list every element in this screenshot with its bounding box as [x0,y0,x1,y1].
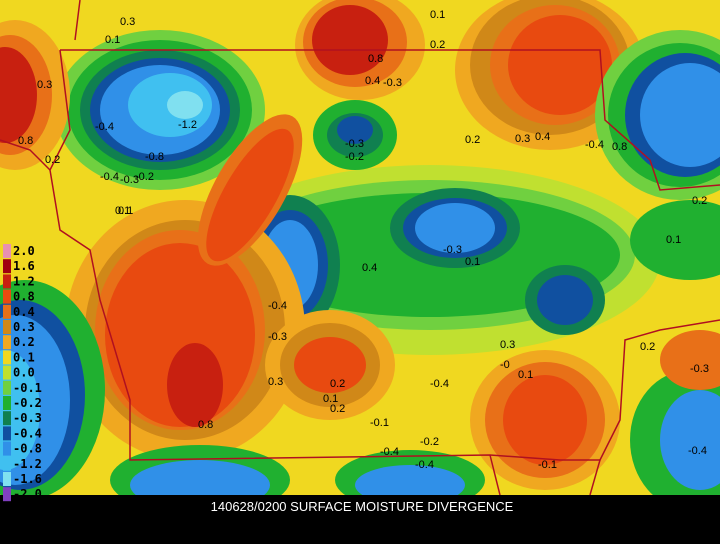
legend-label: -0.3 [13,411,42,425]
contour-label: -0.4 [380,446,399,458]
contour-label: 0.1 [430,9,445,21]
contour-field [0,0,720,495]
caption: 140628/0200 SURFACE MOISTURE DIVERGENCE [211,499,514,514]
legend-label: 1.6 [13,259,35,273]
contour-label: 0.3 [120,16,135,28]
contour-label: 0.2 [430,39,445,51]
contour-label: 0.8 [612,141,627,153]
contour-label: -0.1 [370,417,389,429]
legend-label: 0.1 [13,350,35,364]
legend-label: -0.4 [13,426,42,440]
state-boundaries [0,0,720,495]
legend-label: -1.2 [13,457,42,471]
contour-label: 0.1 [118,205,133,217]
contour-label: 0.2 [330,378,345,390]
contour-label: -0.4 [415,459,434,471]
contour-label: -0.4 [688,445,707,457]
contour-label: -0.3 [690,363,709,375]
legend-swatch [3,259,11,274]
legend-swatch [3,274,11,289]
contour-label: 0.2 [45,154,60,166]
legend: 2.01.61.20.80.40.30.20.10.0-0.1-0.2-0.3-… [3,244,42,502]
legend-label: 0.0 [13,366,35,380]
legend-label: 0.8 [13,290,35,304]
legend-swatch [3,365,11,380]
legend-swatch [3,472,11,486]
contour-label: 0.3 [515,133,530,145]
contour-label: 0.1 [105,34,120,46]
contour-label: 0.3 [500,339,515,351]
contour-label: -0.4 [268,300,287,312]
legend-label: 0.2 [13,335,35,349]
legend-label: -2.0 [13,487,42,501]
contour-label: -0 [500,359,510,371]
legend-swatch [3,426,11,441]
contour-label: -0.4 [585,139,604,151]
contour-label: -0.2 [420,436,439,448]
legend-swatch [3,456,11,471]
contour-label: -0.2 [345,151,364,163]
legend-label: -0.8 [13,442,42,456]
legend-label: 1.2 [13,274,35,288]
contour-label: -0.2 [135,171,154,183]
contour-label: 0.8 [18,135,33,147]
contour-label: 0.1 [465,256,480,268]
legend-label: 0.4 [13,305,35,319]
legend-swatch [3,487,11,502]
contour-label: -0.3 [443,244,462,256]
contour-label: 0.2 [465,134,480,146]
contour-label: 0.1 [323,393,338,405]
contour-label: 0.2 [330,403,345,415]
legend-swatch [3,335,11,350]
legend-swatch [3,350,11,365]
contour-label: -0.4 [100,171,119,183]
legend-label: -1.6 [13,472,42,486]
contour-labels: 0.30.10.10.10.2-0.40.30.80.2-1.2-0.80.80… [18,9,709,471]
contour-label: -0.4 [430,378,449,390]
contour-label: -0.3 [120,174,139,186]
contour-label: 0.1 [518,369,533,381]
contour-label: 0.2 [692,195,707,207]
contour-label: -0.3 [268,331,287,343]
legend-swatch [3,441,11,456]
contour-label: -0.3 [383,77,402,89]
contour-label: 0.4 [362,262,377,274]
contour-label: -0.4 [95,121,114,133]
contour-label: 0.8 [368,53,383,65]
contour-label: -0.8 [145,151,164,163]
legend-swatch [3,304,11,319]
contour-label: -0.1 [538,459,557,471]
contour-label: 0.4 [535,131,550,143]
contour-label: 0.4 [365,75,380,87]
legend-swatch [3,244,11,258]
legend-label: -0.2 [13,396,42,410]
legend-swatch [3,411,11,426]
contour-label: -1.2 [178,119,197,131]
legend-label: 0.3 [13,320,35,334]
legend-label: -0.1 [13,381,42,395]
contour-label: 0.2 [640,341,655,353]
contour-label: 0.1 [115,205,130,217]
legend-label: 2.0 [13,244,35,258]
contour-label: 0.3 [37,79,52,91]
legend-swatch [3,320,11,334]
legend-swatch [3,380,11,395]
contour-label: 0.1 [666,234,681,246]
contour-label: 0.8 [198,419,213,431]
legend-swatch [3,396,11,410]
legend-swatch [3,289,11,304]
contour-label: -0.3 [345,138,364,150]
contour-label: 0.3 [268,376,283,388]
